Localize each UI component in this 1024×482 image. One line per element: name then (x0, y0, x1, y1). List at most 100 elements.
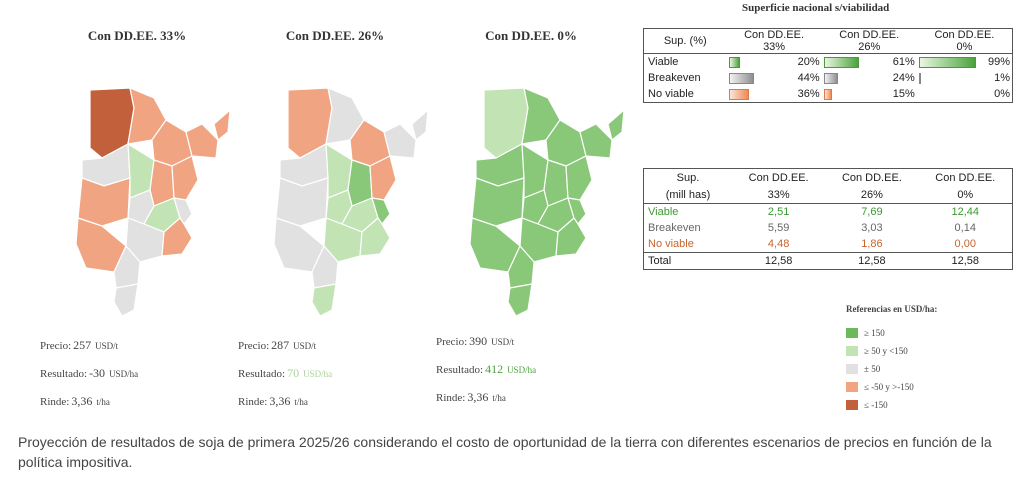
result-value: 412 (485, 362, 504, 376)
row-label: Total (648, 255, 672, 267)
table-row: Viable 2,51 7,69 12,44 (644, 204, 1013, 221)
cell-value: 1% (994, 72, 1010, 84)
table-total-row: Total 12,58 12,58 12,58 (643, 252, 1013, 270)
yield-value: 3,36 (71, 394, 93, 408)
map-region-misiones (411, 108, 429, 142)
map-argentina-26 (273, 87, 429, 317)
legend-label: ≤ -150 (864, 400, 888, 410)
map-region-bsas-e (371, 197, 391, 226)
table-cell: 1% (917, 70, 1013, 86)
header-label: Sup. (%) (663, 35, 707, 47)
yield-label: Rinde: (40, 396, 70, 408)
header-col: Con DD.EE. 26% (822, 29, 917, 54)
legend-swatch (846, 382, 858, 392)
legend-swatch (846, 328, 858, 338)
percent-bar (918, 57, 977, 68)
table-cell: 24% (822, 70, 917, 86)
cell-value: 12,58 (764, 255, 793, 267)
cell-value: 12,44 (951, 206, 980, 218)
legend-item: ± 50 (846, 360, 937, 378)
cell-value: 2,51 (767, 206, 790, 218)
price-value: 287 (271, 338, 290, 352)
legend-item: ≥ 50 y <150 (846, 342, 937, 360)
map-title: Con DD.EE. 33% (87, 28, 187, 43)
table-row: No viable 4,48 1,86 0,00 (644, 236, 1013, 253)
map-panel-0: Con DD.EE. 0% (436, 28, 626, 318)
row-label: No viable (648, 88, 694, 100)
col-sub: 26% (858, 41, 881, 53)
cell-value: 15% (892, 88, 915, 100)
percent-bar (728, 89, 750, 100)
row-label: Viable (648, 56, 679, 68)
yield-label: Rinde: (238, 396, 268, 408)
legend-item: ≤ -150 (846, 396, 937, 414)
table-cell: 99% (917, 54, 1013, 71)
table-row: No viable 36% 15% 0% (644, 86, 1013, 103)
cell-value: 4,48 (767, 238, 790, 250)
map-region-nea (185, 123, 219, 159)
table-header-row: Sup. Con DD.EE. Con DD.EE. Con DD.EE. (644, 169, 1013, 187)
row-label: Breakeven (648, 72, 701, 84)
col-sub: 0% (956, 41, 973, 53)
cell-value: 0% (994, 88, 1010, 100)
map-region-misiones (607, 108, 625, 142)
yield-unit: t/ha (96, 397, 110, 407)
map-region-bsas-se (555, 217, 587, 257)
table-cell: 61% (822, 54, 917, 71)
header-col: Con DD.EE. 0% (917, 29, 1013, 54)
table-row: Viable 20% 61% 99% (644, 54, 1013, 71)
map-panel-33: Con DD.EE. 33% (42, 28, 232, 318)
cell-value: 12,58 (951, 255, 980, 267)
price-label: Precio: (238, 340, 270, 352)
percent-bar (823, 89, 833, 100)
map-region-bsas-se (161, 217, 193, 257)
map-title: Con DD.EE. 26% (285, 28, 385, 43)
col-sub: 0% (957, 188, 974, 201)
yield-value: 3,36 (269, 394, 291, 408)
legend-item: ≥ 150 (846, 324, 937, 342)
yield-value: 3,36 (467, 390, 489, 404)
col-sub: 33% (767, 188, 790, 201)
col-sub: 26% (860, 188, 883, 201)
cell-value: 36% (797, 88, 820, 100)
map-region-patag-s (507, 283, 533, 317)
cell-value: 1,86 (861, 238, 883, 250)
map-region-nea (579, 123, 613, 159)
col-title: Con DD.EE. (744, 29, 805, 41)
header-label: Sup. (676, 171, 700, 184)
map-title: Con DD.EE. 0% (485, 28, 577, 43)
cell-value: 24% (892, 72, 915, 84)
col-title: Con DD.EE. (839, 29, 900, 41)
cell-value: 61% (892, 56, 915, 68)
price-label: Precio: (40, 340, 72, 352)
price-value: 390 (469, 334, 488, 348)
row-label: Breakeven (648, 222, 701, 234)
cell-value: 20% (797, 56, 820, 68)
table-cell: 36% (727, 86, 822, 103)
table-cell: 44% (727, 70, 822, 86)
legend-label: ± 50 (864, 364, 881, 374)
result-value: 70 (287, 366, 300, 380)
map-region-entrerios (369, 155, 397, 201)
price-unit: USD/t (95, 341, 119, 351)
legend-title: Referencias en USD/ha: (846, 304, 938, 314)
col-title: Con DD.EE. (841, 171, 902, 184)
result-unit: USD/ha (507, 365, 537, 375)
viability-area-table: Sup. Con DD.EE. Con DD.EE. Con DD.EE. (m… (643, 168, 1013, 270)
col-title: Con DD.EE. (748, 171, 809, 184)
header-col: Con DD.EE. 33% (727, 29, 822, 54)
result-unit: USD/ha (303, 369, 333, 379)
yield-label: Rinde: (436, 392, 466, 404)
price-unit: USD/t (491, 337, 515, 347)
price-unit: USD/t (293, 341, 317, 351)
cell-value: 0,00 (954, 238, 976, 250)
header-label: (mill has) (665, 188, 711, 201)
map-region-entrerios (565, 155, 593, 201)
result-label: Resultado: (436, 364, 484, 376)
col-title: Con DD.EE. (934, 29, 995, 41)
table1-title: Superficie nacional s/viabilidad (742, 2, 890, 14)
viability-percent-table: Sup. (%) Con DD.EE. 33% Con DD.EE. 26% Con… (643, 28, 1013, 103)
result-label: Resultado: (238, 368, 286, 380)
yield-unit: t/ha (294, 397, 308, 407)
table-cell: 0% (917, 86, 1013, 103)
